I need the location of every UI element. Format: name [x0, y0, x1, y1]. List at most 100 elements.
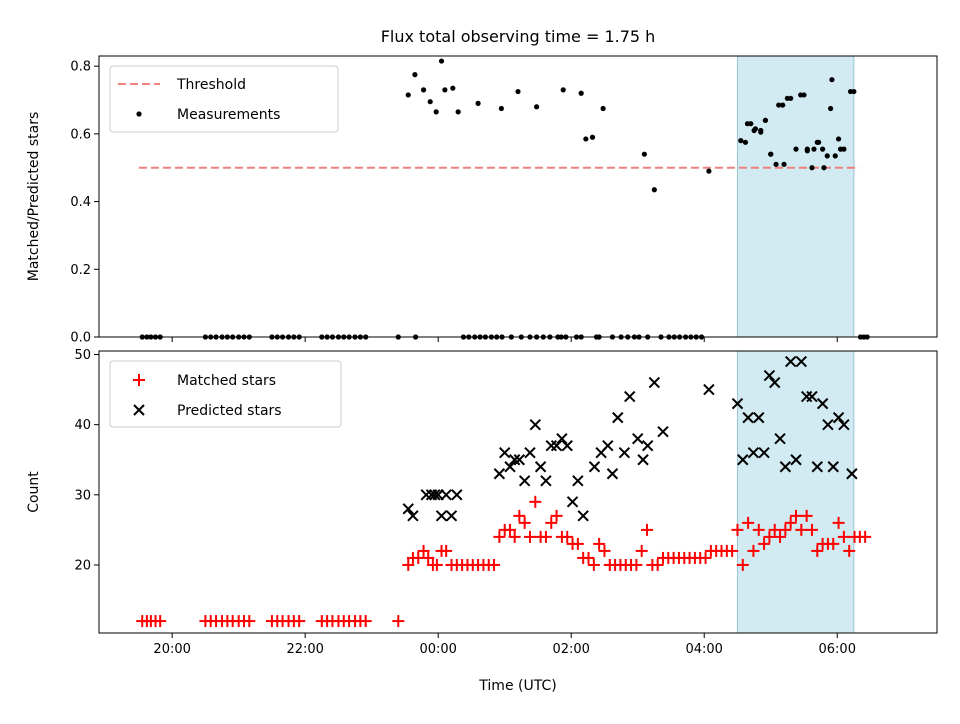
matched-star-point: [731, 523, 744, 536]
measurement-point: [475, 100, 481, 106]
matched-star-point: [508, 530, 521, 543]
matched-star-point: [440, 544, 453, 557]
measurement-point: [814, 139, 820, 145]
legend-predicted-label: Predicted stars: [177, 403, 282, 419]
legend-matched-label: Matched stars: [177, 373, 276, 389]
predicted-star-point: [816, 397, 829, 410]
measurement-point: [742, 139, 749, 145]
x-tick-label: 20:00: [153, 642, 190, 657]
chart-title: Flux total observing time = 1.75 h: [381, 27, 656, 46]
legend-matched-swatch: [133, 374, 145, 386]
measurement-point: [433, 109, 439, 115]
matched-star-point: [598, 544, 611, 557]
matched-star-point: [784, 516, 797, 529]
highlight-span-top: [736, 55, 855, 338]
matched-star-point: [747, 544, 760, 557]
measurement-point: [793, 146, 799, 152]
predicted-star-point: [508, 454, 521, 466]
measurement-point: [835, 136, 842, 142]
predicted-star-point: [753, 411, 765, 424]
predicted-star-point: [737, 454, 749, 466]
x-axis-label: Time (UTC): [478, 678, 556, 694]
measurement-point: [583, 136, 589, 142]
matched-star-point: [763, 530, 776, 543]
predicted-star-point: [612, 411, 624, 424]
measurement-point: [768, 151, 774, 157]
matched-star-point: [518, 516, 531, 529]
matched-star-point: [493, 530, 506, 543]
predicted-star-points: [402, 355, 858, 522]
predicted-star-point: [556, 432, 568, 445]
y-tick-label: 0.2: [70, 263, 91, 278]
predicted-star-point: [769, 376, 781, 389]
matched-star-point: [422, 551, 435, 564]
measurement-point: [578, 90, 584, 96]
matched-star-point: [417, 544, 430, 557]
matched-star-point: [593, 537, 606, 550]
measurement-point: [438, 58, 445, 64]
matched-star-point: [529, 495, 542, 508]
predicted-star-point: [534, 461, 547, 473]
predicted-star-point: [774, 432, 786, 445]
matched-star-point: [790, 509, 803, 522]
predicted-star-point: [513, 454, 526, 466]
x-tick-label: 00:00: [419, 642, 456, 657]
x-tick-label: 02:00: [552, 642, 589, 657]
measurement-point: [829, 77, 835, 83]
measurement-point: [832, 153, 838, 159]
measurement-point: [738, 138, 744, 144]
matched-star-point: [504, 523, 517, 536]
predicted-star-point: [758, 447, 770, 459]
ratio-panel: 0.00.20.40.60.8 Matched/Predicted stars …: [26, 55, 938, 346]
matched-star-point: [726, 544, 739, 557]
predicted-star-point: [779, 461, 792, 473]
y-tick-label: 40: [74, 418, 91, 433]
matched-star-point: [641, 523, 654, 536]
measurement-point: [534, 104, 540, 110]
predicted-star-point: [566, 496, 579, 508]
predicted-star-point: [588, 461, 601, 473]
matched-star-point: [832, 516, 845, 529]
predicted-star-point: [822, 418, 834, 431]
predicted-star-point: [420, 489, 432, 501]
measurement-point: [405, 92, 411, 98]
y-tick-label: 20: [74, 558, 91, 573]
y-tick-label: 50: [74, 348, 91, 363]
predicted-star-point: [624, 390, 636, 403]
measurement-point: [751, 127, 757, 134]
measurement-point: [589, 134, 596, 140]
measurement-point: [811, 146, 817, 152]
predicted-star-point: [784, 355, 797, 368]
predicted-star-point: [529, 418, 541, 431]
matched-star-point: [827, 537, 840, 550]
predicted-star-point: [731, 397, 744, 410]
predicted-star-point: [561, 439, 573, 452]
y-axis-ticks-top: 0.0 0.2 0.4 0.6 0.8: [70, 60, 99, 346]
matched-star-point: [402, 558, 415, 571]
predicted-star-point: [838, 418, 850, 431]
y-tick-label: 0.8: [70, 60, 91, 75]
matched-star-points: [136, 495, 872, 628]
measurement-point: [427, 99, 433, 105]
x-tick-label: 04:00: [685, 642, 722, 657]
matched-star-point: [243, 615, 256, 628]
predicted-star-point: [811, 461, 823, 473]
matched-star-point: [742, 516, 755, 529]
measurement-point: [744, 121, 751, 127]
predicted-star-point: [550, 439, 563, 452]
x-axis-ticks-bottom: 20:00 22:00 00:00 02:00 04:00 06:00: [153, 633, 856, 657]
predicted-star-point: [504, 461, 516, 473]
measurement-point: [600, 105, 606, 112]
predicted-star-point: [602, 439, 614, 452]
predicted-star-point: [445, 510, 458, 522]
predicted-star-point: [790, 454, 802, 466]
x-tick-label: 22:00: [286, 642, 323, 657]
predicted-star-point: [827, 461, 839, 473]
matched-star-point: [359, 615, 372, 628]
predicted-star-point: [648, 376, 661, 389]
measurement-point: [801, 92, 807, 98]
measurement-point: [560, 87, 566, 93]
measurement-point: [773, 161, 779, 167]
